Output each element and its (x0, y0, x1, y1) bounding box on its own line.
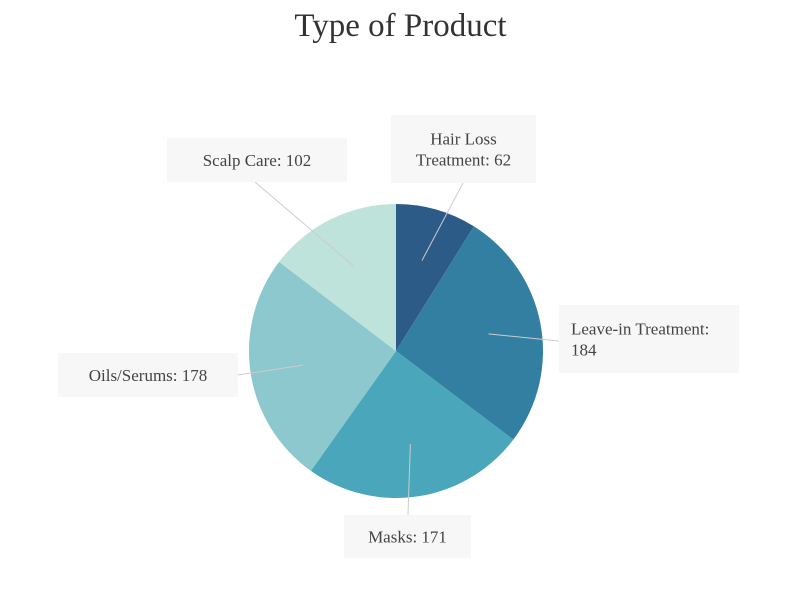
leader-line (407, 443, 411, 516)
chart-title: Type of Product (294, 8, 507, 44)
data-label: Masks: 171 (344, 515, 471, 558)
leader-line (488, 333, 560, 342)
data-label-text: Treatment: 62 (416, 151, 511, 170)
data-label-text: 184 (571, 341, 597, 360)
data-label-text: Masks: 171 (368, 528, 447, 547)
data-label-box (559, 305, 739, 373)
data-label-box (344, 515, 471, 558)
pie-slice-oils-serums[interactable] (248, 261, 396, 471)
data-label-text: Leave-in Treatment: (571, 320, 709, 339)
leader-line (237, 364, 304, 376)
pie-slice-masks[interactable] (310, 351, 514, 498)
pie-slice-leave-in-treatment[interactable] (396, 226, 543, 440)
data-labels: Hair Loss Treatment: 62 Leave-in Treatment… (58, 115, 739, 558)
data-label-box (167, 138, 347, 182)
leader-line (421, 182, 464, 261)
data-label: Hair Loss Treatment: 62 (391, 115, 536, 183)
data-label: Oils/Serums: 178 (58, 353, 238, 397)
data-label-text: Oils/Serums: 178 (89, 366, 208, 385)
pie-slice-scalp-care[interactable] (279, 204, 396, 351)
pie-slices (248, 204, 543, 498)
leader-lines (237, 181, 560, 516)
data-label-text: Scalp Care: 102 (203, 151, 312, 170)
leader-line (254, 181, 355, 268)
data-label-text: Hair Loss (430, 130, 497, 149)
data-label: Scalp Care: 102 (167, 138, 347, 182)
pie-slice-hair-loss-treatment[interactable] (396, 204, 474, 351)
data-label-box (58, 353, 238, 397)
data-label-box (391, 115, 536, 183)
data-label: Leave-in Treatment: 184 (559, 305, 739, 373)
